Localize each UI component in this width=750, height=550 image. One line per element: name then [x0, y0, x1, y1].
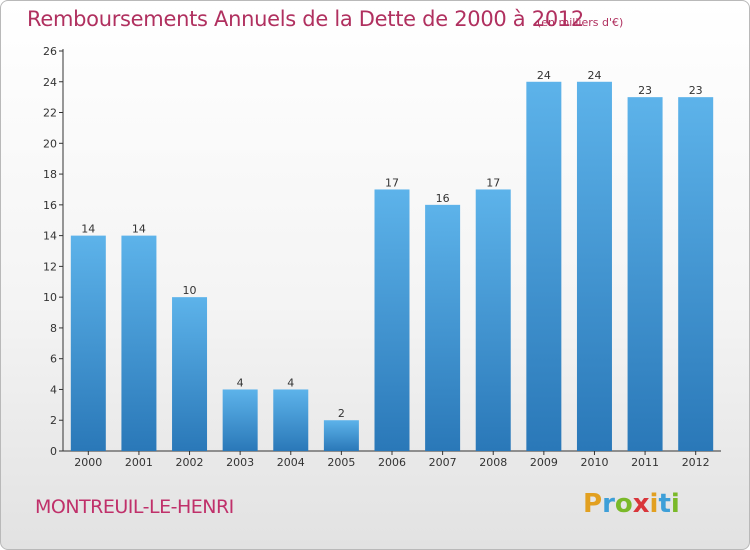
x-tick-label: 2001: [125, 456, 153, 469]
x-tick-label: 2011: [631, 456, 659, 469]
bar-value-label: 14: [132, 223, 146, 236]
x-tick-label: 2007: [429, 456, 457, 469]
bar-value-label: 17: [385, 176, 399, 189]
bar: [121, 235, 157, 451]
x-tick-label: 2000: [74, 456, 102, 469]
bar: [273, 389, 309, 451]
bar: [627, 97, 663, 452]
x-tick-label: 2009: [530, 456, 558, 469]
bar-value-label: 17: [486, 176, 500, 189]
y-tick-label: 22: [43, 107, 57, 120]
y-tick-label: 18: [43, 168, 57, 181]
commune-name: MONTREUIL-LE-HENRI: [35, 496, 234, 518]
proxiti-logo[interactable]: Proxiti: [583, 489, 680, 519]
x-tick-label: 2005: [327, 456, 355, 469]
x-tick-label: 2012: [682, 456, 710, 469]
x-tick-label: 2008: [479, 456, 507, 469]
bar: [678, 97, 714, 452]
bar: [323, 420, 359, 451]
bar: [425, 204, 461, 451]
y-tick-label: 10: [43, 291, 57, 304]
y-tick-label: 20: [43, 137, 57, 150]
brand-letter: t: [658, 489, 671, 519]
bar: [576, 81, 612, 452]
x-tick-label: 2003: [226, 456, 254, 469]
brand-letter: x: [632, 489, 650, 519]
brand-letter: i: [649, 489, 659, 519]
chart-title: Remboursements Annuels de la Dette de 20…: [27, 7, 584, 31]
bar-value-label: 24: [587, 69, 601, 82]
x-tick-label: 2006: [378, 456, 406, 469]
bar-value-label: 23: [689, 84, 703, 97]
bar: [70, 235, 106, 451]
bar-value-label: 14: [81, 223, 95, 236]
brand-letter: r: [602, 489, 615, 519]
bar: [526, 81, 562, 452]
brand-letter: o: [614, 489, 633, 519]
y-tick-label: 6: [50, 353, 57, 366]
y-tick-label: 16: [43, 199, 57, 212]
x-tick-label: 2010: [580, 456, 608, 469]
y-tick-label: 2: [50, 414, 57, 427]
bar-value-label: 16: [436, 192, 450, 205]
chart-subtitle: (en milliers d'€): [537, 16, 624, 29]
bar-value-label: 23: [638, 84, 652, 97]
bar: [172, 297, 208, 451]
bar-value-label: 10: [183, 284, 197, 297]
bar: [374, 189, 410, 451]
bar-value-label: 4: [237, 376, 244, 389]
y-tick-label: 24: [43, 76, 57, 89]
x-tick-label: 2004: [277, 456, 305, 469]
bar-value-label: 24: [537, 69, 551, 82]
y-tick-label: 8: [50, 322, 57, 335]
y-tick-label: 14: [43, 230, 57, 243]
brand-letter: i: [670, 489, 680, 519]
x-tick-label: 2002: [176, 456, 204, 469]
brand-letter: P: [583, 489, 603, 519]
y-tick-label: 12: [43, 260, 57, 273]
y-tick-label: 0: [50, 445, 57, 458]
y-tick-label: 26: [43, 45, 57, 58]
y-tick-label: 4: [50, 383, 57, 396]
bar: [222, 389, 258, 451]
bar: [475, 189, 511, 451]
bar-value-label: 2: [338, 407, 345, 420]
bar-value-label: 4: [287, 376, 294, 389]
